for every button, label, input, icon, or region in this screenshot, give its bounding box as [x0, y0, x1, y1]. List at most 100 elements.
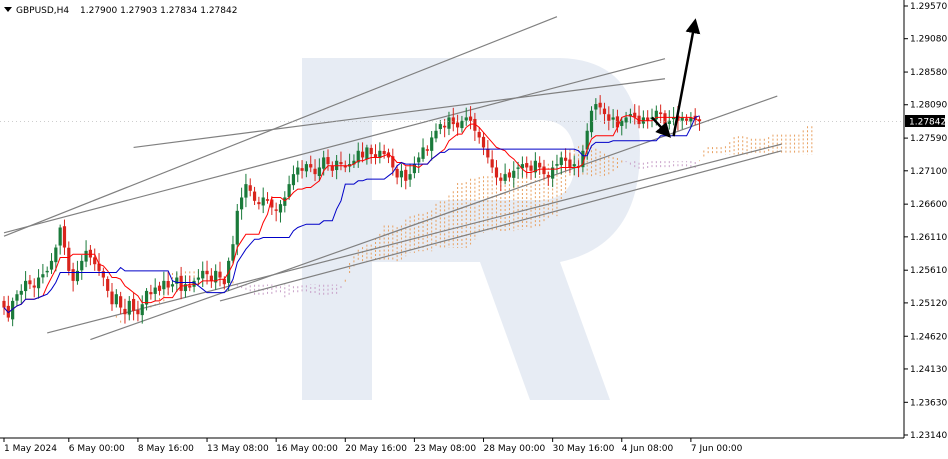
candle-body: [533, 160, 537, 173]
y-tick-label: 1.24620: [910, 332, 947, 342]
candle-body: [546, 174, 550, 178]
candle-body: [41, 274, 45, 278]
y-tick-label: 1.26110: [910, 233, 947, 243]
candle-body: [369, 147, 373, 155]
candle-body: [119, 296, 123, 308]
tenkan-sen-line: [3, 115, 700, 314]
candle-body: [67, 247, 71, 271]
candle-body: [391, 156, 395, 168]
candle-body: [84, 250, 88, 262]
candle-body: [654, 110, 658, 120]
y-tick-label: 1.27100: [910, 167, 947, 177]
candle-body: [646, 117, 650, 121]
candle-body: [317, 167, 321, 177]
candle-body: [140, 304, 144, 316]
candle-body: [231, 244, 235, 261]
candle-body: [123, 308, 127, 315]
candle-body: [58, 227, 62, 246]
x-axis-ticks: 1 May 2024 6 May 00:00 8 May 16:00 13 May 0…: [3, 438, 743, 454]
candle-body: [218, 271, 222, 278]
candle-body: [93, 257, 97, 265]
y-tick-label: 1.26600: [910, 200, 947, 210]
candle-body: [270, 199, 274, 208]
candle-body: [278, 204, 283, 213]
candle-body: [572, 164, 576, 167]
x-tick-label: 8 May 16:00: [138, 444, 194, 454]
y-tick-label: 1.29080: [910, 35, 947, 45]
ohlc-label: 1.27900 1.27903 1.27834 1.27842: [80, 6, 237, 16]
candle-body: [460, 120, 464, 129]
candle-body: [512, 170, 516, 178]
candle-body: [499, 177, 503, 181]
arrow-up-target: [672, 18, 701, 137]
candle-body: [525, 163, 529, 168]
candle-body: [659, 112, 663, 115]
candle-body: [421, 147, 425, 159]
candle-body: [19, 290, 23, 295]
candle-body: [188, 285, 192, 288]
candle-body: [494, 167, 499, 178]
candle-body: [265, 199, 270, 201]
candles: [2, 95, 702, 327]
candle-body: [166, 280, 170, 288]
candle-body: [175, 277, 179, 284]
candle-body: [486, 149, 490, 158]
candle-body: [564, 157, 568, 161]
candle-body: [287, 184, 291, 198]
candle-body: [568, 159, 572, 168]
candle-body: [598, 102, 602, 108]
candle-body: [2, 300, 6, 308]
candle-body: [481, 136, 486, 148]
candle-body: [503, 174, 507, 181]
candle-body: [520, 164, 524, 169]
y-tick-label: 1.29570: [910, 2, 947, 12]
candle-body: [689, 117, 693, 122]
y-tick-label: 1.24130: [910, 365, 947, 375]
candle-body: [343, 165, 347, 168]
candle-body: [559, 157, 563, 166]
candle-body: [127, 300, 131, 315]
candle-body: [620, 120, 624, 126]
candle-body: [529, 165, 533, 171]
candle-body: [222, 279, 226, 285]
candle-body: [477, 131, 481, 138]
x-tick-label: 6 May 00:00: [69, 444, 125, 454]
candle-body: [386, 152, 391, 158]
candle-body: [157, 285, 162, 291]
candle-body: [110, 291, 114, 305]
candle-body: [326, 157, 330, 165]
y-tick-label: 1.23630: [910, 398, 947, 408]
candle-body: [339, 162, 343, 165]
x-tick-label: 1 May 2024: [4, 444, 57, 454]
candle-body: [101, 271, 105, 278]
y-axis-ticks: 1.29570 1.29080 1.28580 1.28090 1.27590 1.271…: [904, 2, 947, 441]
triangle-down-icon[interactable]: [4, 7, 12, 12]
ichimoku-lines: [0, 115, 904, 314]
candle-body: [637, 115, 641, 125]
candle-body: [291, 174, 296, 186]
y-tick-label: 1.25610: [910, 266, 947, 276]
trend-lines: [3, 16, 782, 341]
candle-body: [464, 117, 468, 121]
candle-body: [399, 170, 404, 178]
candle-body: [214, 270, 218, 283]
trend-line: [3, 58, 666, 234]
candle-body: [434, 130, 438, 139]
symbol-label: GBPUSD,H4: [16, 6, 69, 16]
candle-body: [304, 164, 308, 172]
current-price-tag: 1.27842: [905, 115, 946, 128]
candle-body: [248, 185, 252, 191]
x-tick-label: 23 May 08:00: [414, 444, 476, 454]
candle-body: [309, 164, 313, 168]
candle-body: [438, 124, 442, 130]
y-tick-label: 1.25120: [910, 299, 947, 309]
candle-body: [451, 117, 455, 125]
candle-body: [153, 287, 157, 294]
candle-body: [88, 249, 92, 258]
candle-body: [162, 280, 166, 290]
candle-body: [24, 280, 28, 292]
candle-body: [443, 125, 447, 128]
candle-body: [633, 112, 637, 118]
candle-body: [382, 151, 386, 155]
